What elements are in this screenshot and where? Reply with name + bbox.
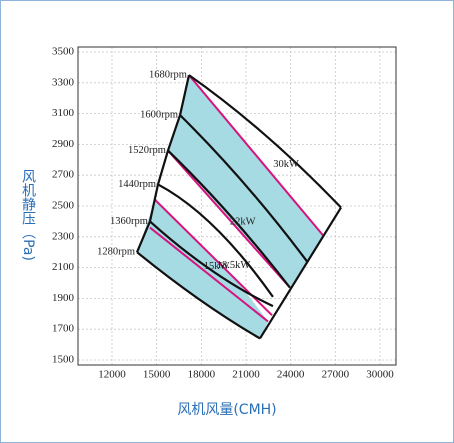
power-label: 18.5kW [217,260,251,271]
speed-curve [157,183,274,298]
speed-label: 1360rpm [110,216,148,227]
power-line [149,226,269,323]
power-label: 15kW [204,261,230,272]
speed-label: 1440rpm [118,179,156,190]
y-tick-label: 3100 [52,107,75,119]
speed-label: 1520rpm [128,145,166,156]
x-tick-label: 27000 [322,369,350,381]
y-tick-label: 2100 [52,261,75,273]
envelope-line [135,74,191,253]
x-tick-label: 21000 [232,369,260,381]
x-tick-label: 12000 [98,369,126,381]
speed-curve [136,251,261,340]
y-tick-label: 1500 [52,354,75,366]
plot-area: 1500 1700 1900 2100 2300 2500 2700 2900 3100 3300… [52,46,397,381]
speed-label: 1680rpm [149,70,187,81]
x-tick-label: 15000 [143,369,171,381]
power-label: 30kW [273,159,299,170]
y-tick-label: 2500 [52,200,75,212]
y-tick-label: 3300 [52,76,75,88]
y-tick-label: 2900 [52,138,75,150]
power-label: 22kW [230,216,256,227]
x-tick-label: 30000 [366,369,394,381]
y-tick-label: 1700 [52,323,75,335]
speed-curve [188,74,342,209]
y-tick-label: 2700 [52,169,75,181]
speed-curve [179,114,308,263]
speed-curve [149,220,274,308]
speed-curve [167,149,291,289]
speed-label: 1280rpm [97,247,135,258]
y-axis-title: 风机静压（Pa) [20,169,36,261]
x-axis-title: 风机风量(CMH) [177,402,276,418]
x-tick-label: 24000 [277,369,305,381]
power-line [188,74,324,236]
y-tick-label: 2300 [52,230,75,242]
speed-label: 1600rpm [140,110,178,121]
x-tick-label: 18000 [188,369,216,381]
power-line [167,149,291,289]
shaded-region [167,75,323,288]
y-tick-label: 1900 [52,292,75,304]
plot-frame [77,46,397,366]
boundary-line [259,206,342,340]
y-tick-label: 3500 [52,46,75,58]
